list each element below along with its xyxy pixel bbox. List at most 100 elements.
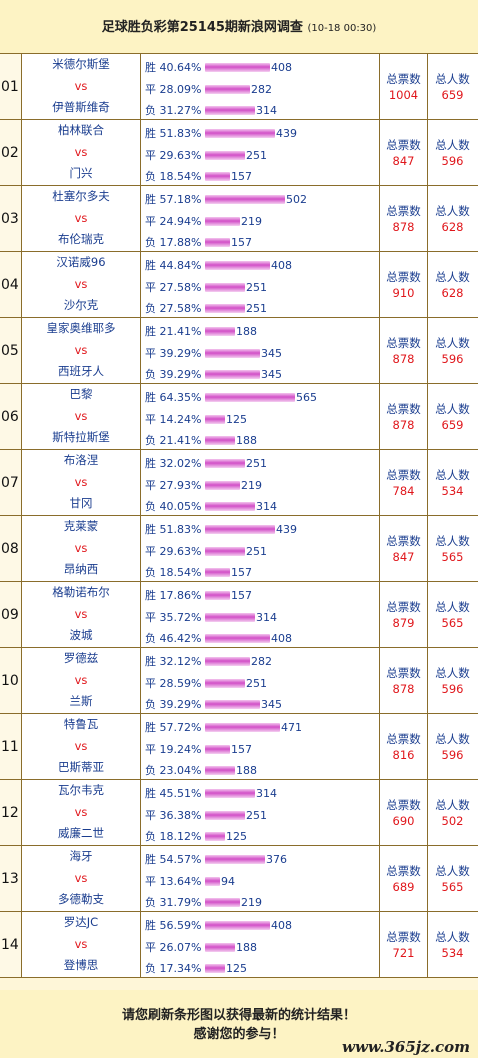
draw-bar	[205, 216, 240, 226]
draw-percent: 24.94%	[159, 214, 202, 228]
home-team[interactable]: 皇家奥维耶多	[46, 321, 116, 335]
loss-percent: 46.42%	[159, 632, 202, 646]
total-people-value: 565	[441, 550, 464, 564]
win-bar	[205, 855, 265, 864]
win-bar	[205, 261, 270, 270]
draw-label: 平	[145, 808, 156, 822]
draw-bar	[205, 678, 245, 688]
loss-percent: 31.27%	[159, 104, 202, 118]
total-people-label: 总人数	[435, 930, 470, 944]
total-people-label: 总人数	[435, 534, 470, 548]
total-votes-label: 总票数	[386, 204, 421, 218]
win-label: 胜	[145, 193, 156, 206]
vote-bars: 胜 57.72% 471 平 19.24% 157 负 23.04% 188	[141, 714, 380, 779]
away-team[interactable]: 威廉二世	[58, 826, 104, 841]
draw-count: 219	[241, 478, 262, 492]
total-people-value: 565	[441, 616, 464, 630]
win-percent: 64.35%	[159, 391, 202, 404]
loss-percent: 18.12%	[159, 830, 202, 844]
match-number: 13	[0, 846, 22, 911]
match-row: 12 瓦尔韦克 vs 威廉二世 胜 45.51% 314 平 36.38% 251 负 18.1…	[0, 780, 478, 846]
home-team[interactable]: 特鲁瓦	[63, 717, 99, 731]
away-team[interactable]: 波城	[69, 628, 93, 643]
away-team[interactable]: 西班牙人	[58, 364, 104, 379]
match-teams: 格勒诺布尔 vs 波城	[22, 582, 141, 647]
vote-bars: 胜 32.02% 251 平 27.93% 219 负 40.05% 314	[141, 450, 380, 515]
home-team[interactable]: 克莱蒙	[63, 519, 99, 533]
win-count: 471	[281, 721, 302, 734]
away-team[interactable]: 斯特拉斯堡	[52, 430, 110, 445]
loss-percent: 18.54%	[159, 566, 202, 580]
away-team[interactable]: 登博思	[63, 958, 99, 973]
total-votes-cell: 总票数 910	[380, 252, 428, 317]
home-team[interactable]: 瓦尔韦克	[58, 783, 104, 797]
loss-percent: 17.88%	[159, 236, 202, 250]
win-label: 胜	[145, 853, 156, 866]
home-team[interactable]: 汉诺威96	[56, 255, 106, 269]
home-team[interactable]: 罗达JC	[63, 915, 99, 929]
match-teams: 布洛涅 vs 甘冈	[22, 450, 141, 515]
match-teams: 柏林联合 vs 门兴	[22, 120, 141, 185]
total-people-cell: 总人数 596	[428, 714, 477, 779]
total-people-value: 596	[441, 748, 464, 762]
win-bar	[205, 789, 255, 798]
total-people-label: 总人数	[435, 864, 470, 878]
away-team[interactable]: 昂纳西	[63, 562, 99, 577]
away-team[interactable]: 甘冈	[69, 496, 93, 511]
match-teams: 克莱蒙 vs 昂纳西	[22, 516, 141, 581]
win-label: 胜	[145, 919, 156, 932]
draw-count: 314	[256, 610, 277, 624]
home-team[interactable]: 罗德兹	[63, 651, 99, 665]
loss-count: 219	[241, 896, 262, 910]
total-people-cell: 总人数 596	[428, 648, 477, 713]
win-label: 胜	[145, 787, 156, 800]
total-votes-label: 总票数	[386, 336, 421, 350]
win-percent: 17.86%	[159, 589, 202, 602]
total-votes-label: 总票数	[386, 402, 421, 416]
home-team[interactable]: 巴黎	[69, 387, 93, 401]
page-header: 足球胜负彩第25145期新浪网调查 (10-18 00:30)	[0, 0, 478, 53]
total-people-label: 总人数	[435, 270, 470, 284]
draw-bar	[205, 282, 245, 292]
home-team[interactable]: 格勒诺布尔	[52, 585, 110, 599]
win-bar	[205, 921, 270, 930]
match-teams: 罗德兹 vs 兰斯	[22, 648, 141, 713]
total-people-value: 534	[441, 946, 464, 960]
loss-label: 负	[145, 170, 156, 184]
away-team[interactable]: 伊普斯维奇	[52, 100, 110, 115]
home-team[interactable]: 柏林联合	[58, 123, 104, 137]
away-team[interactable]: 布伦瑞克	[58, 232, 104, 247]
home-team[interactable]: 海牙	[69, 849, 93, 863]
thanks-notice: 感谢您的参与！	[193, 1027, 285, 1042]
loss-label: 负	[145, 368, 156, 382]
vs-label: vs	[74, 738, 88, 753]
home-team[interactable]: 杜塞尔多夫	[52, 189, 110, 203]
loss-percent: 17.34%	[159, 962, 202, 976]
away-team[interactable]: 巴斯蒂亚	[58, 760, 104, 775]
win-percent: 44.84%	[159, 259, 202, 272]
win-label: 胜	[145, 391, 156, 404]
total-votes-label: 总票数	[386, 864, 421, 878]
win-count: 282	[251, 655, 272, 668]
draw-count: 251	[246, 676, 267, 690]
draw-count: 345	[261, 346, 282, 360]
away-team[interactable]: 沙尔克	[63, 298, 99, 313]
away-team[interactable]: 兰斯	[69, 694, 93, 709]
vote-bars: 胜 40.64% 408 平 28.09% 282 负 31.27% 314	[141, 54, 380, 119]
win-percent: 51.83%	[159, 127, 202, 140]
home-team[interactable]: 布洛涅	[63, 453, 99, 467]
loss-count: 345	[261, 698, 282, 712]
vs-label: vs	[74, 936, 88, 951]
away-team[interactable]: 多德勒支	[58, 892, 104, 907]
total-people-label: 总人数	[435, 732, 470, 746]
match-number: 04	[0, 252, 22, 317]
loss-label: 负	[145, 104, 156, 118]
total-people-value: 534	[441, 484, 464, 498]
win-count: 157	[231, 589, 252, 602]
away-team[interactable]: 门兴	[69, 166, 93, 181]
total-people-cell: 总人数 565	[428, 582, 477, 647]
match-number: 05	[0, 318, 22, 383]
match-number: 14	[0, 912, 22, 977]
home-team[interactable]: 米德尔斯堡	[52, 57, 110, 71]
draw-count: 251	[246, 808, 267, 822]
